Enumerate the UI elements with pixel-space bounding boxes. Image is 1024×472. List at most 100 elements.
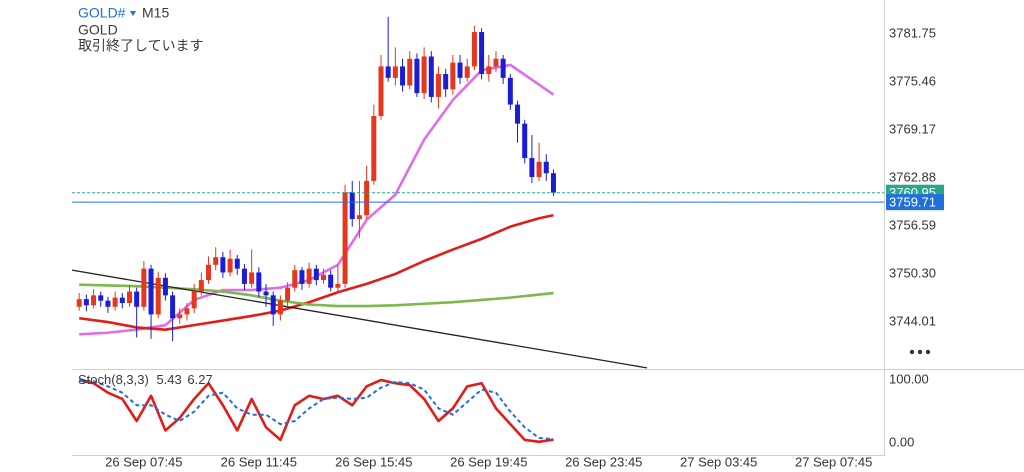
candle-body [364, 180, 370, 216]
candle-body [522, 123, 528, 158]
x-tick-label: 26 Sep 19:45 [450, 454, 527, 469]
candle-body [428, 56, 434, 97]
candle-body [213, 257, 219, 265]
candle-body [321, 274, 327, 281]
y-tick-label: 0.00 [889, 434, 914, 449]
y-tick-label: 3744.01 [889, 313, 936, 328]
candle-body [234, 258, 240, 269]
candle-body [83, 299, 89, 306]
candle-body [471, 32, 477, 67]
y-tick-label: 100.00 [889, 372, 929, 387]
indicator-main-value: 5.43 [156, 372, 181, 387]
candle-body [91, 295, 97, 306]
candle-body [435, 74, 441, 97]
candle-body [550, 173, 556, 193]
marks-layer [71, 16, 884, 444]
candle-body [543, 161, 549, 174]
candle-body [220, 257, 226, 273]
y-tick-label: 3756.59 [889, 217, 936, 232]
candle-body [313, 268, 319, 281]
candle-body [385, 66, 391, 78]
candle-body [241, 268, 247, 284]
candle-body [536, 161, 542, 178]
candle-body [206, 264, 212, 281]
candle-body [105, 300, 111, 307]
x-tick-label: 27 Sep 03:45 [680, 454, 757, 469]
candle-body [400, 66, 406, 86]
y-tick-label: 3775.46 [889, 73, 936, 88]
x-tick-label: 26 Sep 23:45 [565, 454, 642, 469]
candle-body [335, 283, 341, 288]
candle-body [414, 58, 420, 94]
candle-body [371, 116, 377, 181]
candle-body [486, 66, 492, 75]
candle-body [493, 58, 499, 67]
y-tick-label: 3769.17 [889, 121, 936, 136]
y-tick-label: 3781.75 [889, 25, 936, 40]
instrument-name: GOLD [78, 22, 118, 38]
candle-body [306, 268, 312, 284]
stochastic-line [79, 379, 554, 441]
candle-body [263, 291, 269, 296]
indicator-title: Stoch(8,3,3) [78, 372, 149, 387]
x-tick-label: 26 Sep 15:45 [335, 454, 412, 469]
candle-body [328, 274, 334, 288]
candle-body [515, 104, 521, 124]
candle-body [98, 295, 104, 301]
candle-body [119, 297, 125, 303]
candle-body [126, 291, 132, 303]
indicator-line [79, 213, 554, 331]
candle-body [421, 56, 427, 94]
menu-dot[interactable] [909, 349, 915, 355]
candle-body [249, 272, 255, 284]
candle-body [392, 66, 398, 78]
candle-body [500, 58, 506, 78]
candle-body [285, 287, 291, 301]
candle-body [184, 308, 190, 315]
candle-body [270, 295, 276, 315]
labels-layer: 3744.01 3750.30 3756.59 3762.88 3769.17 3775.… [105, 25, 944, 469]
more-menu[interactable] [909, 349, 931, 355]
candle-body [277, 300, 283, 315]
candle-body [443, 74, 449, 90]
candle-body [292, 270, 298, 288]
candle-body [457, 62, 463, 78]
candle-body [162, 277, 168, 296]
y-tick-label: 3762.88 [889, 169, 936, 184]
timeframe[interactable]: M15 [142, 5, 169, 21]
candle-body [507, 77, 513, 105]
candle-body [227, 258, 233, 273]
price-label-box [886, 194, 944, 211]
candle-body [529, 157, 535, 178]
candle-body [256, 272, 262, 292]
x-tick-label: 26 Sep 11:45 [221, 454, 297, 469]
candle-body [407, 58, 413, 86]
price-label: 3759.71 [889, 195, 936, 210]
menu-dot[interactable] [917, 349, 923, 355]
candle-body [349, 192, 355, 220]
candle-body [342, 192, 348, 284]
candle-body [299, 270, 305, 284]
dropdown-icon[interactable] [130, 11, 136, 16]
menu-dot[interactable] [925, 349, 931, 355]
candle-body [356, 215, 362, 220]
indicator-signal-value: 6.27 [187, 372, 212, 387]
y-tick-label: 3750.30 [889, 265, 936, 280]
candle-body [155, 277, 161, 315]
x-tick-label: 26 Sep 07:45 [105, 454, 182, 469]
candle-body [191, 291, 197, 309]
candle-body [177, 314, 183, 319]
candle-body [141, 268, 147, 307]
candle-body [148, 268, 154, 315]
market-status: 取引終了しています [78, 38, 204, 54]
candle-body [479, 32, 485, 75]
candle-body [464, 66, 470, 78]
candle-body [198, 280, 204, 292]
symbol[interactable]: GOLD# [78, 5, 126, 21]
candle-body [112, 297, 118, 307]
candle-body [76, 299, 82, 307]
candle-body [170, 295, 176, 319]
indicator-legend: Stoch(8,3,3) 5.43 6.27 [78, 372, 213, 387]
stochastic-line [78, 378, 554, 444]
